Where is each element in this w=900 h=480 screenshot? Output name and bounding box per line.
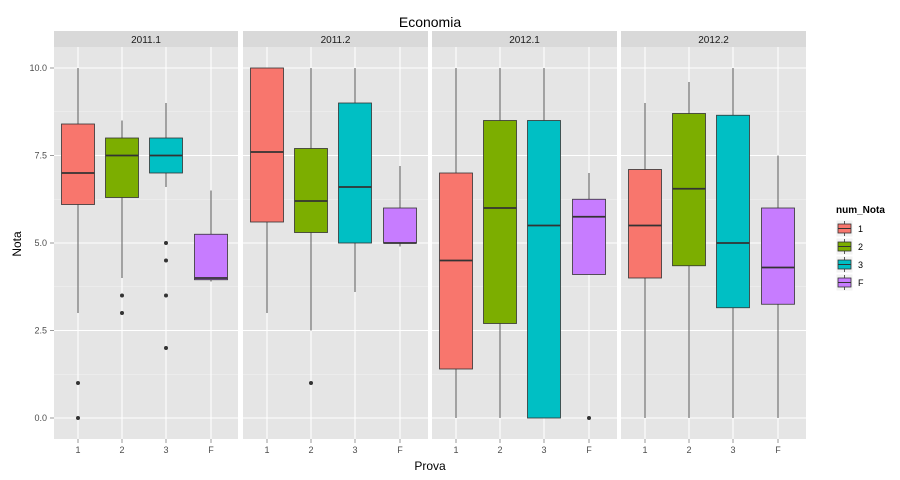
facet-2012-1: 2012.1 1 2 3 F <box>432 31 617 455</box>
box-iqr <box>628 169 662 279</box>
box-iqr <box>105 137 139 198</box>
facet-strip <box>243 31 428 47</box>
outlier-point <box>164 241 168 245</box>
legend-label: 3 <box>858 260 863 270</box>
y-axis: 0.0 2.5 5.0 7.5 10.0 <box>29 63 54 423</box>
x-tick-label: 2 <box>308 445 313 455</box>
box-2012-1-F <box>572 173 606 420</box>
box-iqr <box>338 102 372 244</box>
box-2012-1-2 <box>483 68 517 418</box>
x-tick-label: 3 <box>730 445 735 455</box>
x-tick-label: 1 <box>453 445 458 455</box>
y-tick-label: 2.5 <box>34 326 47 336</box>
y-axis-title: Nota <box>10 231 24 257</box>
box-iqr <box>294 148 328 233</box>
facet-strip-label: 2011.1 <box>131 35 161 46</box>
box-iqr <box>194 233 228 281</box>
x-tick-label: 2 <box>497 445 502 455</box>
box-iqr <box>439 172 473 370</box>
box-2011-2-3 <box>338 68 372 292</box>
box-2012-2-F <box>761 155 795 418</box>
y-tick-label: 7.5 <box>34 151 47 161</box>
box-iqr <box>483 120 517 324</box>
x-tick-label: 3 <box>352 445 357 455</box>
x-tick-label: 1 <box>75 445 80 455</box>
legend-item-F: F <box>835 273 864 292</box>
box-2012-2-2 <box>672 82 706 418</box>
legend-item-3: 3 <box>835 255 863 274</box>
box-2011-2-F <box>383 166 417 247</box>
x-tick-label: 3 <box>541 445 546 455</box>
legend: num_Nota 1 2 3 F <box>835 205 885 292</box>
box-iqr <box>383 207 417 244</box>
box-iqr <box>250 67 284 223</box>
box-iqr <box>527 120 561 419</box>
x-tick-label: F <box>586 445 592 455</box>
legend-item-1: 1 <box>835 219 863 238</box>
box-iqr <box>61 123 95 205</box>
chart-title: Economia <box>399 14 461 30</box>
x-tick-label: F <box>775 445 781 455</box>
box-iqr <box>761 207 795 305</box>
facet-strip-label: 2012.2 <box>698 35 729 46</box>
facet-strip <box>621 31 806 47</box>
legend-label: F <box>858 278 864 288</box>
legend-label: 1 <box>858 224 863 234</box>
box-2012-1-3 <box>527 68 561 419</box>
legend-item-2: 2 <box>835 237 863 256</box>
facet-2012-2: 2012.2 1 2 3 F <box>621 31 806 455</box>
box-2012-1-1 <box>439 68 473 418</box>
outlier-point <box>164 293 168 298</box>
y-tick-label: 0.0 <box>34 413 47 423</box>
legend-label: 2 <box>858 242 863 252</box>
y-tick-label: 10.0 <box>29 63 47 73</box>
outlier-point <box>120 311 124 315</box>
x-axis-title: Prova <box>414 459 446 473</box>
facet-strip-label: 2012.1 <box>509 35 540 46</box>
box-2011-1-2 <box>105 120 139 315</box>
box-2011-2-1 <box>250 67 284 313</box>
box-2011-2-2 <box>294 68 328 385</box>
x-tick-label: F <box>208 445 214 455</box>
x-tick-label: 2 <box>119 445 124 455</box>
facet-strip-label: 2011.2 <box>321 35 351 46</box>
box-2011-1-3 <box>149 103 183 350</box>
facet-2011-1: 2011.1 1 2 3 F <box>54 31 238 455</box>
box-2012-2-3 <box>716 68 750 418</box>
x-tick-label: 2 <box>686 445 691 455</box>
outlier-point <box>76 381 80 385</box>
box-iqr <box>716 114 750 309</box>
legend-title: num_Nota <box>836 205 885 216</box>
outlier-point <box>309 381 313 385</box>
facet-strip <box>432 31 617 47</box>
x-tick-label: F <box>397 445 403 455</box>
outlier-point <box>164 258 168 263</box>
box-2012-2-1 <box>628 103 662 418</box>
x-tick-label: 1 <box>642 445 647 455</box>
outlier-point <box>587 416 591 420</box>
facet-strip <box>54 31 238 47</box>
facet-panels: 2011.1 1 2 3 F 2011.2 1 2 3 F 2012.1 1 2 3 F 2012.2 1 2 3 F <box>54 31 806 455</box>
x-tick-label: 3 <box>163 445 168 455</box>
box-2011-1-F <box>194 190 228 282</box>
x-tick-label: 1 <box>264 445 269 455</box>
facet-2011-2: 2011.2 1 2 3 F <box>243 31 428 455</box>
outlier-point <box>164 346 168 350</box>
outlier-point <box>76 416 80 420</box>
outlier-point <box>120 293 124 298</box>
y-tick-label: 5.0 <box>34 238 47 248</box>
box-iqr <box>572 198 606 275</box>
box-2011-1-1 <box>61 68 95 420</box>
